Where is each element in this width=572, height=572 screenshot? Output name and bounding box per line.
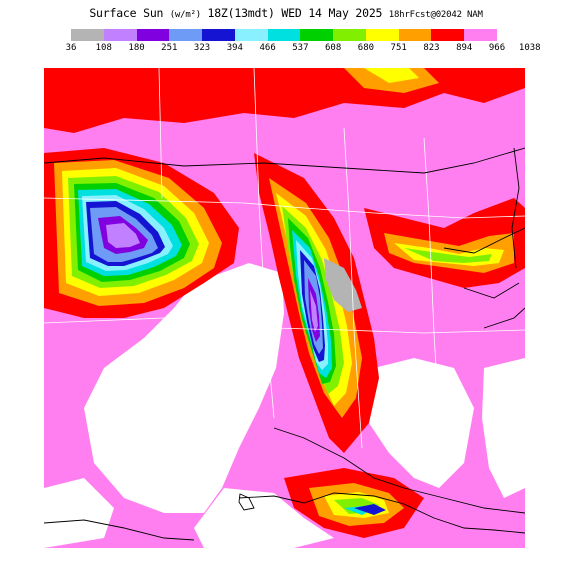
clear-area-southwest [44, 478, 114, 548]
scale-tick-label: 894 [456, 43, 473, 53]
forecast-map [44, 68, 525, 548]
color-swatch-1 [103, 29, 137, 41]
color-swatch-12 [464, 29, 497, 41]
scale-tick-label: 36 [65, 43, 77, 53]
title-main: Surface Sun [89, 6, 164, 20]
scale-tick-label: 966 [488, 43, 506, 53]
scale-tick-label: 251 [161, 43, 178, 53]
color-swatch-0 [71, 29, 104, 41]
color-scale-bar [71, 29, 497, 41]
scale-tick-label: 823 [423, 43, 440, 53]
title-run-info: 18hrFcst@02042 NAM [388, 10, 483, 20]
color-swatch-8 [333, 29, 366, 41]
state-boundaries [44, 68, 525, 449]
color-swatch-9 [365, 29, 399, 41]
scale-tick-label: 608 [325, 43, 342, 53]
national-boundaries [44, 147, 525, 541]
scale-tick-label: 394 [226, 43, 243, 53]
color-swatch-7 [300, 29, 334, 41]
scale-tick-label: 537 [292, 43, 309, 53]
title-units: (w/m²) [169, 10, 202, 20]
color-swatch-4 [202, 29, 235, 41]
clear-area-gulf [194, 488, 334, 548]
clear-area-east [482, 358, 525, 498]
color-swatch-5 [234, 29, 268, 41]
color-swatch-6 [267, 29, 301, 41]
color-swatch-2 [136, 29, 170, 41]
cloud-band-lightpurple [106, 223, 318, 332]
color-swatch-10 [398, 29, 432, 41]
map-canvas [44, 68, 525, 548]
scale-tick-label: 751 [390, 43, 407, 53]
color-swatch-3 [169, 29, 203, 41]
clear-area-south [84, 263, 284, 513]
title-valid-time: 18Z(13mdt) WED 14 May 2025 [207, 6, 383, 20]
scale-tick-label: 466 [259, 43, 276, 53]
color-swatch-11 [431, 29, 465, 41]
scale-tick-label: 1038 [518, 43, 541, 53]
scale-tick-label: 680 [357, 43, 375, 53]
scale-tick-label: 108 [95, 43, 112, 53]
map-title: Surface Sun (w/m²) 18Z(13mdt) WED 14 May… [0, 6, 572, 20]
scale-tick-label: 323 [193, 43, 211, 53]
clear-area-southeast [369, 358, 474, 488]
color-scale-labels: 36 108 180 251 323 394 466 537 608 680 751 823 894 96… [60, 43, 541, 55]
scale-tick-label: 180 [128, 43, 145, 53]
